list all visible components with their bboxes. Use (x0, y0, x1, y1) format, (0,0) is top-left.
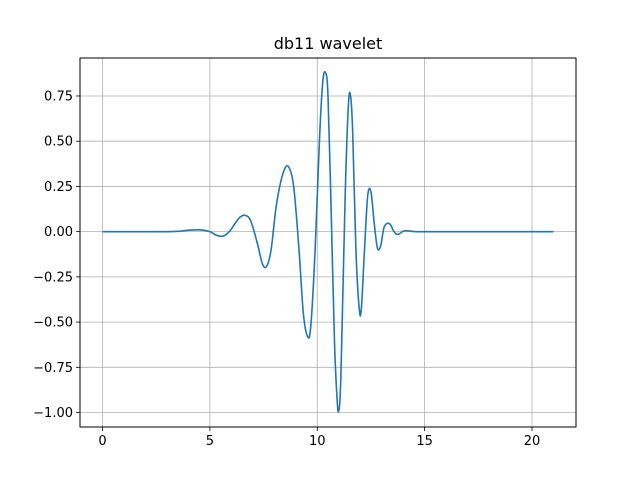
series-line-0 (102, 70, 554, 413)
x-tick-label: 5 (206, 434, 214, 449)
ticks-layer: 0 5 10 15 20 −1.00 −0.75 −0.50 −0.25 0.00 0.25 0.50… (33, 89, 540, 449)
x-tick-label: 0 (98, 434, 106, 449)
y-tick-label: −0.25 (33, 270, 73, 285)
x-tick-label: 10 (309, 434, 326, 449)
y-tick-label: −0.50 (33, 316, 73, 331)
series-layer (102, 70, 554, 413)
x-tick-label: 20 (524, 434, 541, 449)
y-tick-label: 0.25 (44, 180, 73, 195)
y-tick-label: 0.50 (44, 135, 73, 150)
y-tick-label: −1.00 (33, 406, 73, 421)
y-tick-label: −0.75 (33, 361, 73, 376)
y-tick-label: 0.75 (44, 89, 73, 104)
chart-title: db11 wavelet (274, 34, 383, 53)
plot-frame (79, 57, 577, 428)
x-tick-label: 15 (416, 434, 433, 449)
y-tick-label: 0.00 (44, 225, 73, 240)
